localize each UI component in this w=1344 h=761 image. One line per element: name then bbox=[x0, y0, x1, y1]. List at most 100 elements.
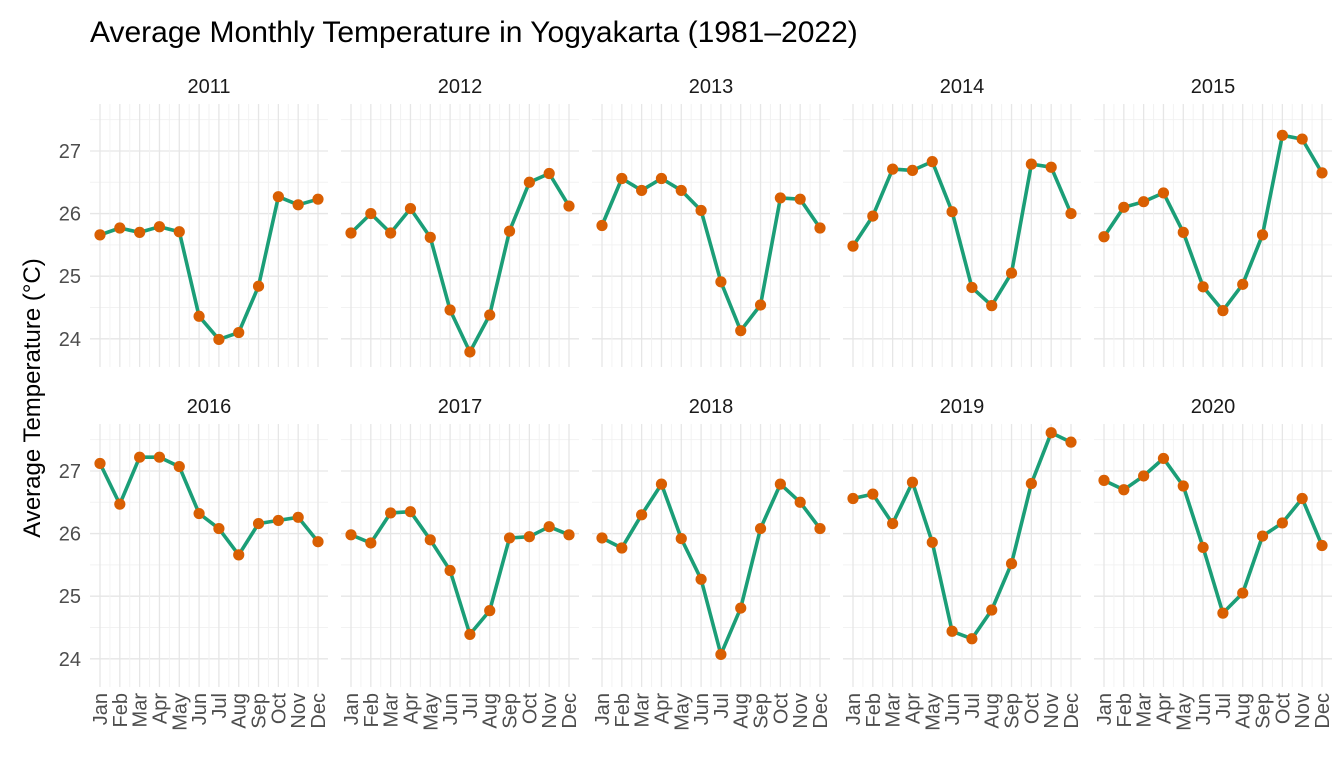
data-point bbox=[543, 167, 555, 180]
data-point bbox=[173, 460, 185, 473]
x-tick-label: Apr bbox=[902, 693, 924, 724]
data-point bbox=[484, 309, 496, 321]
data-point bbox=[906, 164, 919, 176]
facet-panel-2016: 2016 24 25 26 27 JanFebMarAprMayJunJulAugSepO… bbox=[59, 396, 330, 731]
x-tick-label: Dec bbox=[559, 693, 581, 729]
x-tick-label: Nov bbox=[790, 693, 812, 729]
data-point bbox=[814, 222, 826, 234]
data-point bbox=[464, 628, 476, 641]
x-tick-label: Jun bbox=[942, 693, 964, 725]
data-point bbox=[774, 192, 786, 204]
data-point bbox=[1138, 470, 1150, 482]
facet-label-2017: 2017 bbox=[438, 396, 483, 418]
x-tick-label: Jul bbox=[1213, 693, 1235, 719]
x-tick-label: Dec bbox=[810, 693, 832, 729]
data-point bbox=[272, 514, 284, 527]
facet-label-2013: 2013 bbox=[689, 76, 734, 98]
data-point bbox=[134, 226, 146, 238]
data-point bbox=[986, 300, 998, 312]
data-point bbox=[1217, 305, 1229, 317]
data-point bbox=[754, 299, 767, 311]
data-point bbox=[424, 534, 436, 546]
data-point bbox=[312, 193, 324, 205]
facet-panel-2012: 2012 bbox=[341, 76, 579, 367]
x-tick-label: Mar bbox=[130, 693, 152, 728]
data-point bbox=[134, 451, 146, 463]
data-point bbox=[444, 304, 456, 316]
y-tick-label: 25 bbox=[59, 586, 81, 608]
x-tick-label: Aug bbox=[982, 693, 1004, 729]
data-point bbox=[385, 507, 397, 519]
y-tick-label: 27 bbox=[59, 141, 81, 163]
data-point bbox=[563, 529, 575, 541]
data-point bbox=[867, 210, 879, 222]
y-tick-label: 24 bbox=[59, 649, 81, 671]
data-point bbox=[754, 522, 767, 535]
data-point bbox=[1098, 231, 1110, 243]
x-tick-label: Jan bbox=[843, 693, 865, 725]
data-point bbox=[233, 549, 245, 561]
x-tick-label: Apr bbox=[1153, 693, 1175, 724]
data-point bbox=[233, 326, 245, 339]
x-tick-label: May bbox=[1173, 693, 1195, 731]
data-point bbox=[114, 222, 126, 234]
data-point bbox=[1157, 452, 1170, 465]
x-tick-label: Jul bbox=[209, 693, 231, 719]
data-point bbox=[675, 184, 687, 197]
data-point bbox=[966, 281, 978, 294]
data-point bbox=[1296, 492, 1308, 505]
data-point bbox=[1005, 558, 1018, 570]
data-point bbox=[1237, 278, 1249, 290]
data-point bbox=[887, 517, 899, 530]
x-tick-label: Oct bbox=[770, 693, 792, 725]
data-point bbox=[655, 172, 668, 185]
facet-label-2016: 2016 bbox=[187, 396, 232, 418]
series-line-2019 bbox=[851, 430, 1073, 641]
x-tick-label: Dec bbox=[308, 693, 330, 729]
facet-panel-2015: 2015 bbox=[1094, 76, 1332, 367]
data-point bbox=[1177, 226, 1189, 238]
data-point bbox=[404, 202, 417, 215]
data-point bbox=[906, 476, 919, 488]
data-point bbox=[272, 191, 284, 203]
data-point bbox=[1005, 267, 1018, 279]
data-point bbox=[252, 517, 265, 530]
data-point bbox=[794, 496, 806, 508]
data-point bbox=[1197, 541, 1209, 553]
x-tick-label: Mar bbox=[632, 693, 654, 728]
facet-panels: 2011 24 25 26 27 2012 2013 2014 2015 2016 24 25 26 27… bbox=[59, 76, 1334, 731]
data-point bbox=[523, 531, 535, 543]
data-point bbox=[292, 511, 304, 523]
data-point bbox=[1197, 281, 1209, 293]
x-tick-label: Nov bbox=[539, 693, 561, 729]
data-point bbox=[814, 522, 826, 535]
data-point bbox=[1065, 436, 1077, 448]
data-point bbox=[794, 193, 806, 205]
x-tick-label: Dec bbox=[1061, 693, 1083, 729]
facet-label-2012: 2012 bbox=[438, 76, 483, 98]
data-point bbox=[1276, 517, 1288, 529]
data-point bbox=[404, 506, 417, 518]
x-tick-label: Aug bbox=[1233, 693, 1255, 729]
x-tick-label: Jul bbox=[460, 693, 482, 719]
data-point bbox=[926, 536, 938, 548]
x-tick-label: Aug bbox=[480, 693, 502, 729]
data-point bbox=[292, 199, 304, 211]
data-point bbox=[946, 206, 958, 218]
data-point bbox=[1256, 530, 1269, 542]
x-tick-label: Oct bbox=[268, 693, 290, 725]
chart-title: Average Monthly Temperature in Yogyakart… bbox=[90, 16, 858, 49]
data-point bbox=[345, 529, 357, 541]
x-tick-label: Jun bbox=[1193, 693, 1215, 725]
data-point bbox=[1217, 607, 1229, 619]
data-point bbox=[946, 625, 958, 637]
facet-label-2020: 2020 bbox=[1191, 396, 1236, 418]
x-tick-label: Jun bbox=[440, 693, 462, 725]
x-tick-label: Oct bbox=[1021, 693, 1043, 725]
data-point bbox=[114, 498, 126, 510]
data-point bbox=[94, 229, 106, 241]
